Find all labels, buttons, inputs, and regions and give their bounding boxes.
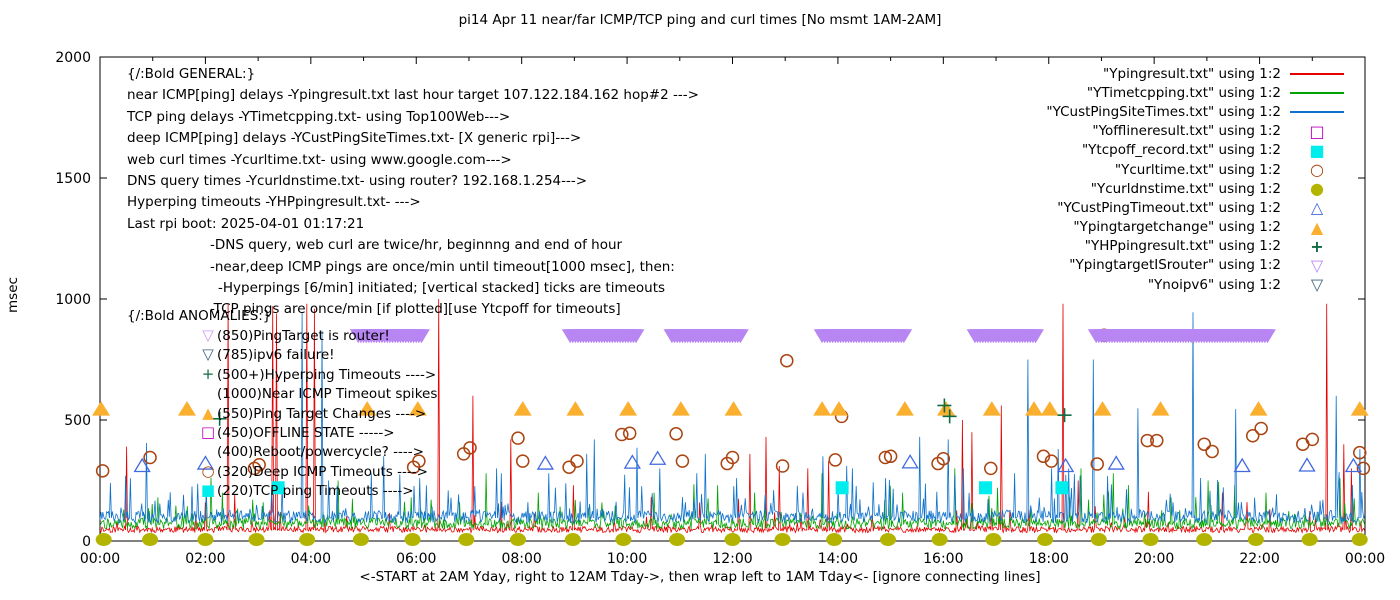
axis-ticks (99, 56, 1366, 542)
series-YTimetcpping (99, 468, 1366, 531)
series-Ycurldnstime (95, 533, 1368, 547)
svg-text:08:00: 08:00 (501, 551, 541, 567)
plot-border (99, 56, 1366, 542)
series-Ytcpoff_record (271, 481, 1069, 495)
svg-text:22:00: 22:00 (1239, 551, 1279, 567)
series-YCustPingTimeout (133, 450, 1363, 473)
svg-text:500: 500 (64, 413, 91, 429)
svg-text:2000: 2000 (55, 50, 91, 66)
svg-text:02:00: 02:00 (185, 551, 225, 567)
series-Ypingresult (99, 298, 1366, 535)
svg-text:14:00: 14:00 (818, 551, 858, 567)
svg-text:16:00: 16:00 (923, 551, 963, 567)
axis-tick-labels: 00:00 02:00 04:00 06:00 08:00 10:00 12:00 14:00… (55, 50, 1385, 567)
series-YHPpingresult (212, 398, 1072, 426)
series-YCustPingSiteTimes (99, 312, 1366, 525)
svg-text:18:00: 18:00 (1029, 551, 1069, 567)
svg-text:06:00: 06:00 (396, 551, 436, 567)
svg-text:20:00: 20:00 (1134, 551, 1174, 567)
svg-text:1000: 1000 (55, 292, 91, 308)
svg-text:0: 0 (82, 534, 91, 550)
svg-text:10:00: 10:00 (607, 551, 647, 567)
svg-text:04:00: 04:00 (291, 551, 331, 567)
series-Ycurltime (95, 328, 1371, 478)
series-YpingtargetISrouter (349, 329, 1276, 344)
svg-text:00:00: 00:00 (80, 551, 120, 567)
series-Ypingtargetchange (92, 401, 1369, 416)
svg-text:12:00: 12:00 (712, 551, 752, 567)
svg-text:00:00: 00:00 (1345, 551, 1385, 567)
svg-text:1500: 1500 (55, 171, 91, 187)
